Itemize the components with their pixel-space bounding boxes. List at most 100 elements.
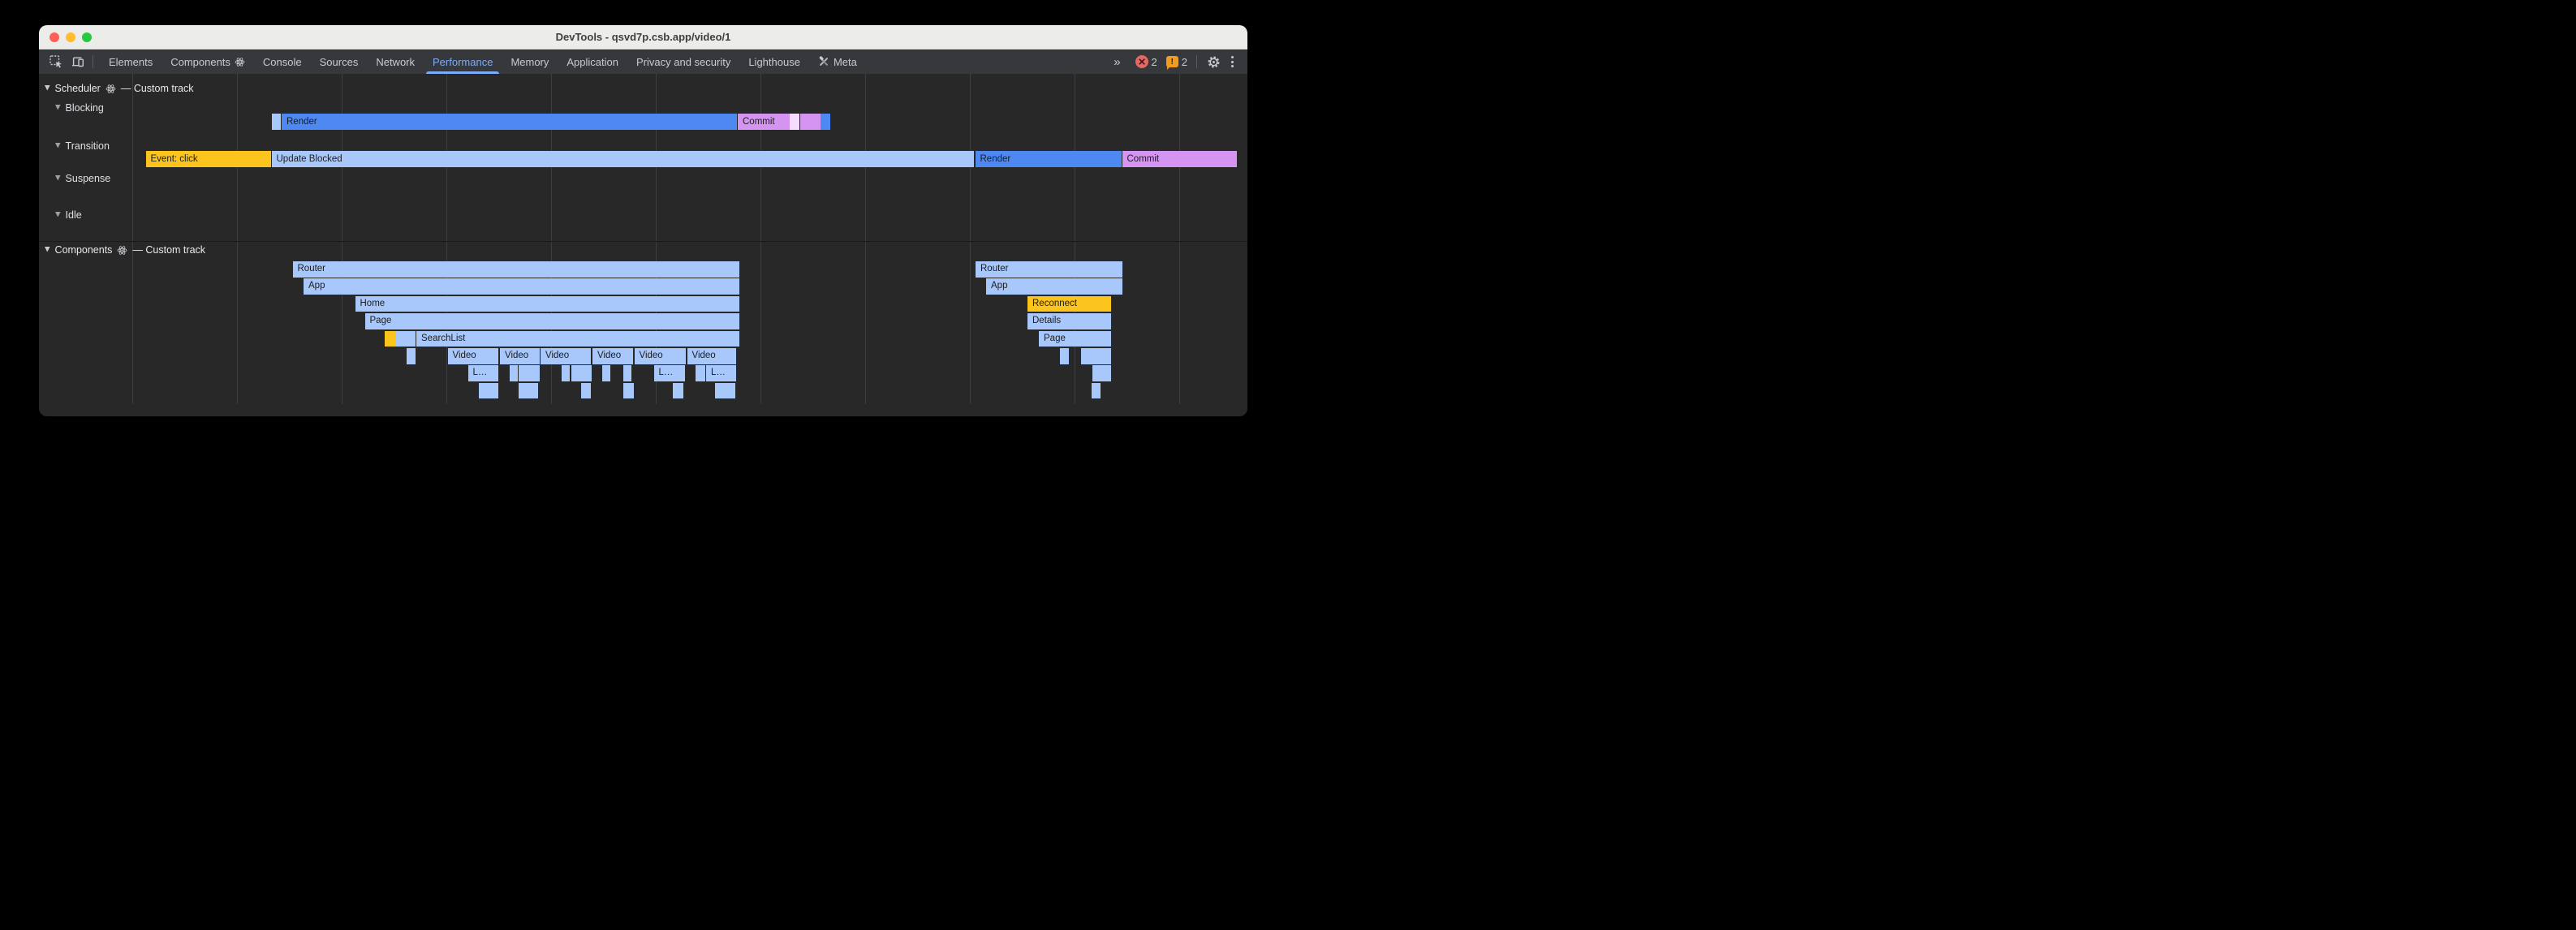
lane-label-idle[interactable]: ▼ Idle [55,209,82,221]
flame-bar[interactable] [478,382,498,399]
track-suffix: — Custom track [120,83,194,94]
collapse-triangle-icon[interactable]: ▼ [45,84,50,93]
tab-meta[interactable]: Meta [809,50,866,74]
flame-bar-video[interactable]: Video [447,348,498,364]
lane-name: Transition [65,140,110,152]
flame-bar-searchlist[interactable]: SearchList [416,330,739,347]
tab-label: Lighthouse [748,55,800,68]
flame-bar-page[interactable]: Page [364,313,739,329]
flame-bar-video[interactable]: Video [541,348,591,364]
flame-bar-l-[interactable]: L… [467,365,498,381]
tab-network[interactable]: Network [367,50,424,74]
react-atom-icon [235,57,245,67]
inspect-icon[interactable] [49,54,63,69]
flame-bar-app[interactable]: App [986,278,1122,295]
flame-bar-l-[interactable]: L… [706,365,736,381]
gridline [550,74,552,404]
flame-bar[interactable] [715,382,735,399]
error-badge[interactable]: 2 [1135,55,1157,68]
flame-bar[interactable] [407,348,416,364]
tab-label: Memory [510,55,549,68]
flame-bar[interactable] [385,330,396,347]
flame-bar-update-blocked[interactable]: Update Blocked [271,150,974,167]
close-button[interactable] [50,32,59,42]
flame-bar-page[interactable]: Page [1039,330,1111,347]
menu-kebab-icon[interactable] [1230,54,1235,69]
flame-bar-reconnect[interactable]: Reconnect [1027,295,1111,312]
tab-privacy-and-security[interactable]: Privacy and security [627,50,739,74]
collapse-triangle-icon[interactable]: ▼ [55,103,61,112]
tab-components[interactable]: Components [162,50,254,74]
flame-bar[interactable] [799,114,821,130]
flame-bar[interactable] [561,365,570,381]
traffic-lights [50,25,92,49]
gridline [864,74,866,404]
flame-bar[interactable] [509,365,518,381]
flame-bar-video[interactable]: Video [500,348,540,364]
gridline [446,74,447,404]
flame-bar-router[interactable]: Router [976,261,1122,278]
flame-bar[interactable] [601,365,610,381]
tab-memory[interactable]: Memory [502,50,558,74]
flame-bar[interactable] [571,365,592,381]
scheduler-track-header[interactable]: ▼ Scheduler — Custom track [45,83,193,94]
flame-bar[interactable] [790,114,799,130]
tab-lighthouse[interactable]: Lighthouse [739,50,809,74]
gridline [236,74,238,404]
zoom-button[interactable] [82,32,92,42]
flame-bar-video[interactable]: Video [592,348,633,364]
devtools-toolbar: Elements Components Console Sources Network… [39,50,1247,74]
collapse-triangle-icon[interactable]: ▼ [55,174,61,183]
flame-bar-render[interactable]: Render [975,150,1122,167]
tab-application[interactable]: Application [558,50,627,74]
flame-bar-render[interactable]: Render [282,114,737,130]
flame-bar[interactable] [580,382,591,399]
tab-console[interactable]: Console [254,50,311,74]
flame-bar[interactable] [396,330,416,347]
minimize-button[interactable] [66,32,75,42]
flame-bar[interactable] [1091,382,1101,399]
lane-label-blocking[interactable]: ▼ Blocking [55,102,104,114]
flame-bar-video[interactable]: Video [634,348,686,364]
flame-bar-video[interactable]: Video [687,348,736,364]
flame-bar-details[interactable]: Details [1027,313,1111,329]
device-toolbar-icon[interactable] [71,54,85,69]
flame-bar[interactable] [1101,365,1111,381]
lane-name: Suspense [65,173,111,184]
flame-bar-home[interactable]: Home [355,295,739,312]
lane-label-suspense[interactable]: ▼ Suspense [55,173,110,184]
performance-panel: ▼ Scheduler — Custom track ▼ Blocking Render… [39,74,1247,416]
tab-sources[interactable]: Sources [311,50,368,74]
more-tabs-button[interactable]: » [1114,54,1121,69]
flame-bar-router[interactable]: Router [292,261,739,278]
flame-bar[interactable] [622,382,634,399]
tab-elements[interactable]: Elements [100,50,162,74]
flame-bar-event-click[interactable]: Event: click [145,150,271,167]
components-track-header[interactable]: ▼ Components — Custom track [45,244,205,256]
flame-bar[interactable] [1092,365,1101,381]
flame-bar-l-[interactable]: L… [653,365,685,381]
flame-bar[interactable] [1101,348,1111,364]
flame-bar-commit[interactable]: Commit [738,114,790,130]
settings-gear-icon[interactable] [1206,54,1221,69]
flame-bar[interactable] [821,114,830,130]
flame-bar[interactable] [271,114,281,130]
tab-performance[interactable]: Performance [424,50,502,74]
flame-bar[interactable] [622,365,631,381]
track-name: Components [54,244,113,256]
flame-bar[interactable] [519,382,538,399]
lane-name: Idle [65,209,82,221]
collapse-triangle-icon[interactable]: ▼ [55,210,61,219]
collapse-triangle-icon[interactable]: ▼ [55,141,61,150]
warning-badge[interactable]: ! 2 [1165,56,1187,70]
lane-label-transition[interactable]: ▼ Transition [55,140,110,152]
flame-bar[interactable] [696,365,705,381]
flame-bar-app[interactable]: App [304,278,739,295]
flame-bar[interactable] [519,365,540,381]
flame-bar[interactable] [1080,348,1101,364]
flame-bar-commit[interactable]: Commit [1122,150,1237,167]
flame-bar[interactable] [673,382,683,399]
flame-bar[interactable] [1059,348,1069,364]
panel-tabs: Elements Components Console Sources Network… [100,50,1105,74]
collapse-triangle-icon[interactable]: ▼ [45,245,50,254]
